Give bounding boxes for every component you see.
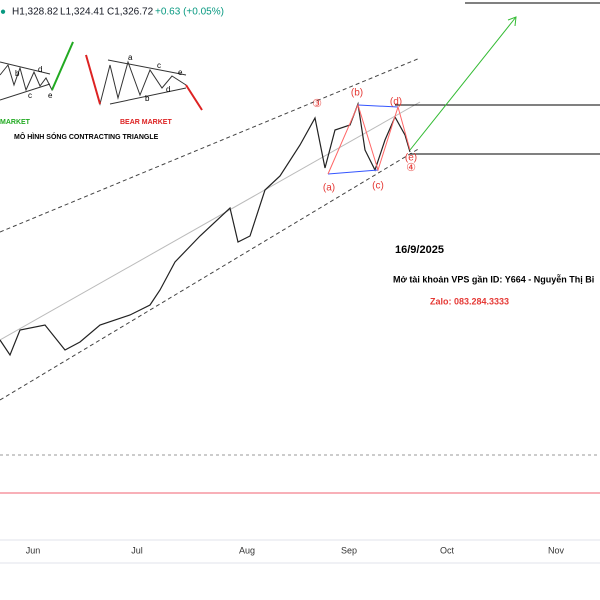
bear-bound [109, 87, 187, 105]
account-note: Mở tài khoản VPS gần ID: Y664 - Nguyễn T… [393, 274, 594, 284]
wave-label: (c) [372, 181, 384, 192]
triangle-lower [327, 169, 379, 175]
inset-title: MÔ HÌNH SÓNG CONTRACTING TRIANGLE [14, 132, 159, 141]
bear-breakout [185, 84, 203, 111]
x-tick-label: Oct [440, 545, 455, 555]
wave-letter: c [157, 61, 161, 70]
bear-label: BEAR MARKET [120, 119, 172, 126]
wave-letter: e [178, 68, 183, 77]
price-line [0, 101, 411, 357]
zalo-note: Zalo: 083.284.3333 [430, 296, 509, 306]
wave-letter: d [166, 85, 170, 94]
wave-letter: e [48, 91, 53, 100]
channel-upper [0, 57, 421, 233]
wave-label: (b) [351, 88, 363, 99]
x-tick-label: Jun [26, 545, 41, 555]
x-tick-label: Nov [548, 545, 565, 555]
bear-bound [107, 59, 187, 76]
wave-label: (d) [390, 97, 402, 108]
x-tick-label: Jul [131, 545, 143, 555]
wave-letter: b [145, 94, 150, 103]
wave-label: (a) [323, 183, 335, 194]
x-tick-label: Sep [341, 545, 357, 555]
wave-label: (e) [405, 153, 417, 164]
wave-letter: d [38, 65, 42, 74]
ohlc-close: C1,326.72 [107, 7, 154, 18]
ohlc-low: L1,324.41 [60, 7, 105, 18]
triangle-zigzag [327, 103, 411, 175]
arrow-head [507, 16, 517, 27]
bear-leg [85, 54, 101, 105]
bull-bound [0, 61, 51, 75]
open-dot: ● [0, 7, 6, 18]
target-arrow [409, 16, 517, 151]
bull-bound [0, 83, 51, 101]
wave-letter: c [28, 91, 32, 100]
wave-label: ③ [312, 98, 322, 110]
bull-label: MARKET [0, 119, 31, 126]
x-tick-label: Aug [239, 545, 255, 555]
bear-pattern [85, 54, 187, 106]
triangle-upper [357, 104, 399, 108]
wave-letter: b [15, 69, 20, 78]
wave-label: ④ [406, 162, 416, 174]
bull-breakout [51, 41, 74, 91]
channel-middle [0, 101, 421, 341]
date-note: 16/9/2025 [395, 244, 444, 256]
channel-lower [0, 147, 421, 401]
ohlc-high: H1,328.82 [12, 7, 59, 18]
ohlc-change: +0.63 (+0.05%) [155, 7, 224, 18]
wave-letter: a [128, 53, 133, 62]
